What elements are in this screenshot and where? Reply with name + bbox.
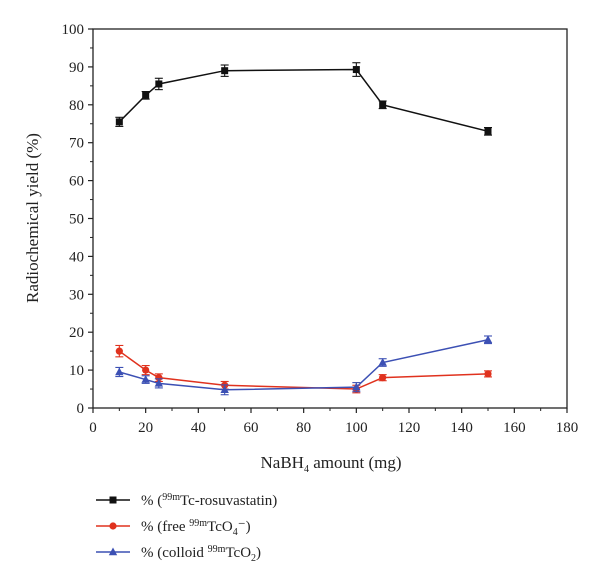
legend-item-rosuvastatin: % (99mTc-rosuvastatin)	[96, 492, 277, 509]
x-tick-label: 120	[398, 420, 421, 436]
y-axis: 0 10 20 30 40 50 60 70 80 90 100	[62, 22, 93, 417]
data-point-colloid	[220, 385, 229, 394]
series-colloid	[115, 335, 493, 396]
series-line-colloid	[119, 339, 489, 391]
x-tick-label: 40	[191, 420, 206, 436]
data-point-free	[484, 370, 492, 378]
data-point-free	[379, 374, 387, 382]
legend-marker	[109, 522, 117, 530]
data-point-free	[155, 374, 163, 382]
legend-marker	[109, 496, 117, 504]
data-point-free	[142, 366, 150, 374]
y-tick-label: 10	[69, 363, 84, 379]
legend-item-free: % (free 99mTcO4⁻)	[96, 518, 251, 538]
series-free	[115, 344, 492, 394]
data-point-free	[115, 347, 123, 355]
x-tick-label: 100	[345, 420, 368, 436]
series-layer	[115, 62, 493, 396]
x-tick-label: 20	[138, 420, 153, 436]
data-point-rosuvastatin	[155, 80, 163, 88]
data-point-rosuvastatin	[484, 127, 492, 135]
legend-label: % (free 99mTcO4⁻)	[141, 518, 251, 538]
data-point-rosuvastatin	[115, 118, 123, 126]
data-point-colloid	[154, 378, 164, 387]
x-tick-label: 80	[296, 420, 311, 436]
series-line-rosuvastatin	[118, 68, 489, 133]
data-point-colloid	[141, 375, 150, 383]
legend-label: % (colloid 99mTcO2)	[141, 544, 261, 564]
plot-border	[92, 28, 568, 409]
x-tick-label: 0	[89, 420, 97, 436]
x-tick-label: 60	[244, 420, 259, 436]
data-point-rosuvastatin	[221, 67, 229, 75]
data-point-rosuvastatin	[352, 66, 360, 74]
y-axis-title: Radiochemical yield (%)	[23, 133, 42, 303]
legend: % (99mTc-rosuvastatin) % (free 99mTcO4⁻)%…	[96, 492, 277, 564]
data-point-colloid	[483, 335, 493, 343]
y-tick-label: 50	[69, 212, 84, 228]
plot-frame	[92, 28, 568, 409]
x-axis: 0 20 40 60 80 100 120 140 160 180	[89, 408, 578, 436]
data-point-rosuvastatin	[142, 91, 150, 99]
y-tick-label: 30	[69, 287, 84, 303]
x-tick-label: 140	[450, 420, 473, 436]
y-tick-label: 60	[69, 174, 84, 190]
x-tick-label: 180	[556, 420, 579, 436]
x-tick-label: 160	[503, 420, 526, 436]
y-tick-label: 40	[69, 249, 84, 265]
legend-label: % (99mTc-rosuvastatin)	[141, 492, 277, 509]
y-tick-label: 20	[69, 325, 84, 341]
series-rosuvastatin	[115, 62, 492, 136]
y-tick-label: 80	[69, 98, 84, 114]
data-point-colloid	[352, 382, 361, 391]
legend-marker	[108, 547, 118, 556]
x-axis-title: NaBH4 amount (mg)	[261, 453, 402, 475]
y-tick-label: 70	[69, 136, 84, 152]
y-tick-label: 90	[69, 60, 84, 76]
data-point-colloid	[115, 367, 124, 376]
data-point-rosuvastatin	[379, 101, 387, 109]
series-line-free	[118, 350, 489, 390]
legend-item-colloid: % (colloid 99mTcO2)	[96, 544, 261, 564]
y-tick-label: 100	[62, 22, 85, 38]
data-point-colloid	[378, 358, 387, 366]
y-tick-label: 0	[77, 401, 85, 417]
